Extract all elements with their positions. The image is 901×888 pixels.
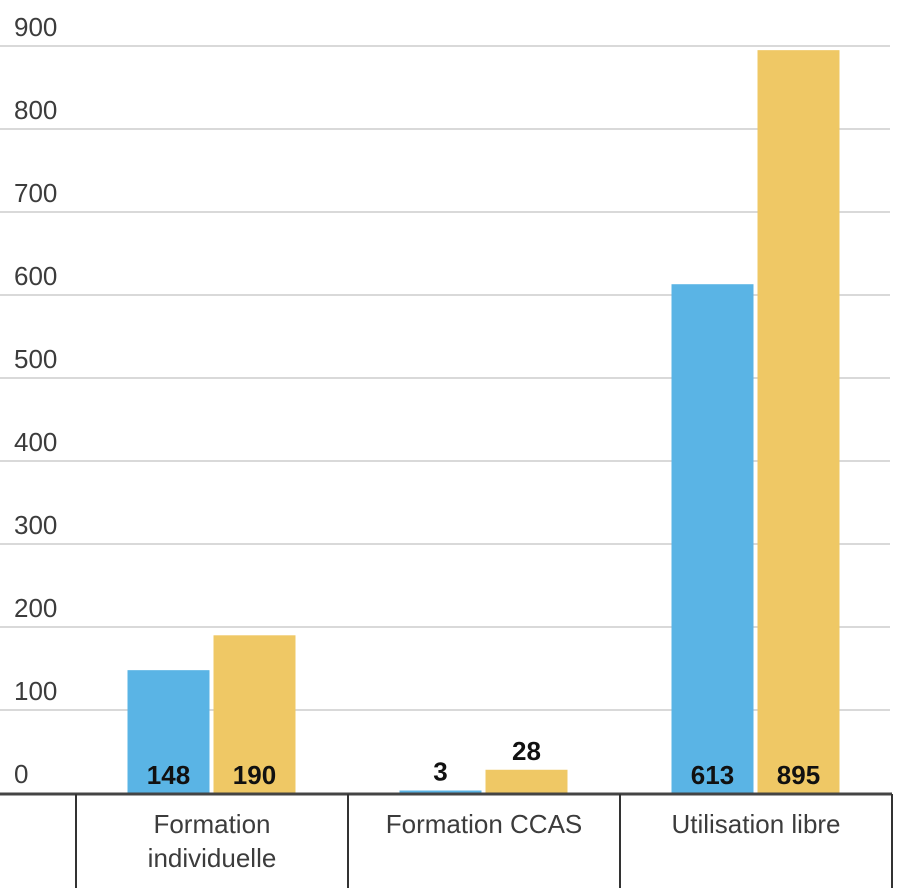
y-tick-label-600: 600 (14, 261, 57, 291)
bar-series1-2 (671, 284, 754, 793)
bar-series2-1 (485, 769, 568, 793)
data-label-series1-0: 148 (147, 760, 190, 790)
data-label-series1-1: 3 (433, 757, 447, 787)
x-axis (0, 792, 893, 888)
data-label-series2-2: 895 (777, 760, 820, 790)
bars (127, 50, 840, 793)
gridlines (0, 45, 890, 711)
y-tick-label-700: 700 (14, 178, 57, 208)
y-tick-label-900: 900 (14, 12, 57, 42)
data-label-series1-2: 613 (691, 760, 734, 790)
bar-series2-2 (757, 50, 840, 793)
x-category-label-2: Utilisation libre (671, 809, 840, 839)
y-tick-label-800: 800 (14, 95, 57, 125)
y-axis-tick-labels: 0 100 200 300 400 500 600 700 800 900 (14, 12, 57, 789)
x-category-label-1: Formation CCAS (386, 809, 583, 839)
y-tick-label-300: 300 (14, 510, 57, 540)
y-tick-label-400: 400 (14, 427, 57, 457)
y-tick-label-500: 500 (14, 344, 57, 374)
bar-series2-0 (213, 635, 296, 793)
data-label-series2-1: 28 (512, 736, 541, 766)
data-labels: 148 190 3 28 613 895 (147, 736, 820, 790)
x-category-label-0: Formation individuelle (148, 809, 277, 873)
y-tick-label-0: 0 (14, 759, 28, 789)
y-tick-label-100: 100 (14, 676, 57, 706)
data-label-series2-0: 190 (233, 760, 276, 790)
bar-series1-1 (399, 790, 482, 793)
bar-series1-0 (127, 670, 210, 793)
y-tick-label-200: 200 (14, 593, 57, 623)
x-axis-category-labels: Formation individuelle Formation CCAS Utili… (148, 809, 841, 873)
